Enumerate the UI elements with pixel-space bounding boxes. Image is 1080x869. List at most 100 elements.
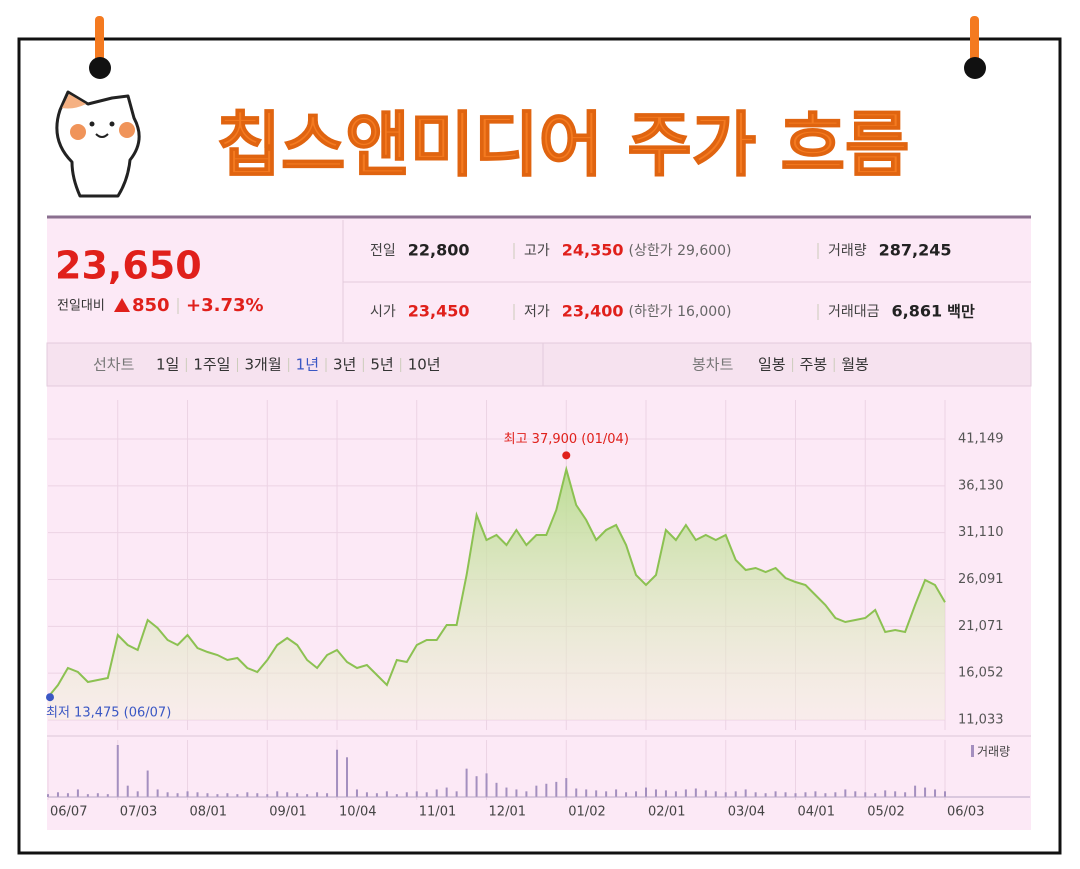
x-tick-label: 06/03 [947,805,984,820]
volume-bar [276,791,279,797]
volume-bar [425,792,428,797]
volume-bar [515,789,518,797]
volume-bar [266,794,269,797]
volume-bar [106,794,109,797]
info-value: 23,450 [408,302,470,321]
x-tick-label: 07/03 [120,805,157,820]
info-label: 거래대금 [828,304,880,320]
y-tick-label: 11,033 [958,713,1004,728]
volume-bar [704,790,707,797]
tab[interactable]: 일봉 [758,356,786,374]
x-tick-label: 11/01 [419,805,456,820]
volume-bar [884,790,887,797]
volume-bar [56,792,59,797]
volume-bar [635,791,638,797]
volume-bar [96,793,99,797]
low-point [46,693,54,702]
volume-bar [455,791,458,797]
volume-bar [525,791,528,797]
volume-bar [166,792,169,797]
volume-bar [76,789,79,797]
tab[interactable]: 5년 [370,356,393,374]
volume-bar [924,787,927,797]
volume-bar [615,789,618,797]
info-label: 고가 [524,243,550,259]
volume-bar [595,790,598,797]
area [48,469,945,720]
pin [95,16,104,64]
info-value: 22,800 [408,241,470,260]
volume-bar [645,787,647,797]
volume-bar [535,785,538,797]
tab[interactable]: 3개월 [245,356,282,374]
volume-bar [256,793,259,797]
volume-bar [664,790,667,797]
volume-bar [216,794,219,797]
price: 23,650 [55,244,202,288]
y-tick-label: 21,071 [958,619,1004,634]
info-label: 전일 [370,243,396,259]
high-point [562,451,571,460]
volume-bar [306,794,309,797]
volume-bar [894,791,897,797]
volume-bar [346,757,348,797]
volume-bar [395,794,398,797]
x-tick-label: 04/01 [798,805,835,820]
volume-bar [714,791,717,797]
volume-bar [286,792,289,797]
tab[interactable]: 월봉 [841,356,869,374]
tab[interactable]: 1년 [296,356,319,374]
change-label: 전일대비 [57,299,105,314]
volume-bar [415,791,418,797]
x-tick-label: 09/01 [269,805,306,820]
volume-bar [405,792,408,797]
volume-bar [794,793,797,797]
volume-bar [176,793,179,797]
volume-bar [625,792,628,797]
y-tick-label: 41,149 [958,432,1004,447]
volume-bar [156,789,159,797]
tab[interactable]: 주봉 [800,356,828,374]
volume-bar [326,793,329,797]
x-tick-label: 10/04 [339,805,376,820]
volume-bar [874,793,877,797]
info-value: 287,245 [879,241,952,260]
info-value: 24,350 [562,241,624,260]
volume-bar [834,792,837,797]
volume-bar [136,791,139,797]
volume-bar [565,778,568,797]
volume-bar [824,793,827,797]
info-note: (하한가 16,000) [629,304,732,320]
volume-bar [66,793,69,797]
tab[interactable]: 10년 [408,356,441,374]
tab[interactable]: 3년 [333,356,356,374]
volume-bar [575,788,578,797]
volume-bar [734,791,737,797]
tab[interactable]: 1주일 [193,356,230,374]
volume-bar [186,791,189,797]
volume-bar [196,792,199,797]
tab[interactable]: 1일 [156,356,179,374]
volume-bar [674,791,677,797]
volume-bar [475,776,478,797]
volume-bar [854,791,857,797]
pin-hole [964,57,986,79]
volume-bar [236,794,239,797]
info-note: (상한가 29,600) [629,243,732,259]
x-tick-label: 02/01 [648,805,685,820]
volume-bar [694,788,697,797]
info-label: 시가 [370,304,396,320]
volume-bar [904,792,907,797]
volume-bar [485,773,488,797]
volume-bar [914,785,917,797]
info-value: 6,861 [892,302,943,321]
pin [970,16,979,64]
volume-bar [545,783,548,797]
volume-bar [555,781,558,797]
volume-bar [206,793,209,797]
x-tick-label: 12/01 [489,805,526,820]
volume-bar [505,787,508,797]
volume-bar [804,792,807,797]
tab-group-label: 선차트 [93,356,135,374]
